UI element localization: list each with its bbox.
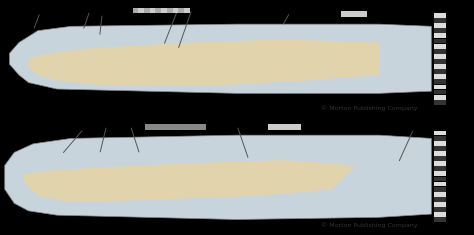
Bar [434, 217, 446, 222]
Bar [155, 8, 161, 13]
Polygon shape [5, 135, 431, 219]
Text: Lateral line: Lateral line [273, 0, 316, 24]
Bar [434, 151, 446, 156]
Bar [434, 64, 446, 69]
Bar [434, 33, 446, 38]
Bar [434, 18, 446, 23]
Bar [268, 124, 301, 130]
Text: © Morton Publishing Company: © Morton Publishing Company [320, 105, 417, 111]
Bar [434, 166, 446, 171]
Bar [133, 8, 138, 13]
Polygon shape [28, 39, 379, 86]
Bar [434, 44, 446, 49]
Bar [434, 100, 446, 105]
Bar [434, 28, 446, 33]
Bar [434, 202, 446, 207]
Bar [434, 212, 446, 217]
Bar [144, 8, 150, 13]
Bar [341, 11, 367, 17]
Bar [434, 13, 446, 18]
Bar [434, 74, 446, 79]
Bar [434, 141, 446, 146]
Bar [145, 124, 206, 130]
Bar [434, 131, 446, 135]
Text: Vagina: Vagina [90, 1, 116, 34]
Text: Intestine: Intestine [26, 0, 60, 28]
Text: Uteri
(Y-shaped): Uteri (Y-shaped) [162, 0, 203, 43]
Bar [434, 59, 446, 64]
Bar [434, 192, 446, 197]
Bar [434, 197, 446, 202]
Bar [434, 207, 446, 212]
Polygon shape [9, 24, 431, 93]
Bar [434, 136, 446, 141]
Text: Lateral line: Lateral line [64, 117, 112, 153]
Bar [434, 49, 446, 54]
Bar [434, 69, 446, 74]
Bar [167, 8, 173, 13]
Bar [434, 79, 446, 84]
Bar [434, 182, 446, 186]
Bar [434, 90, 446, 94]
Bar [434, 95, 446, 100]
Bar [178, 8, 184, 13]
Bar [434, 23, 446, 28]
Bar [434, 146, 446, 151]
Text: Seminal vesicle: Seminal vesicle [387, 117, 447, 161]
Polygon shape [24, 160, 355, 202]
Text: Genital pore: Genital pore [69, 0, 116, 28]
Bar [434, 85, 446, 89]
Bar [434, 161, 446, 166]
Bar [434, 187, 446, 192]
Bar [434, 176, 446, 181]
Text: © Morton Publishing Company: © Morton Publishing Company [320, 223, 417, 228]
Bar [434, 39, 446, 43]
Bar [434, 54, 446, 59]
Bar [434, 171, 446, 176]
Bar [133, 8, 190, 13]
Bar [434, 156, 446, 161]
